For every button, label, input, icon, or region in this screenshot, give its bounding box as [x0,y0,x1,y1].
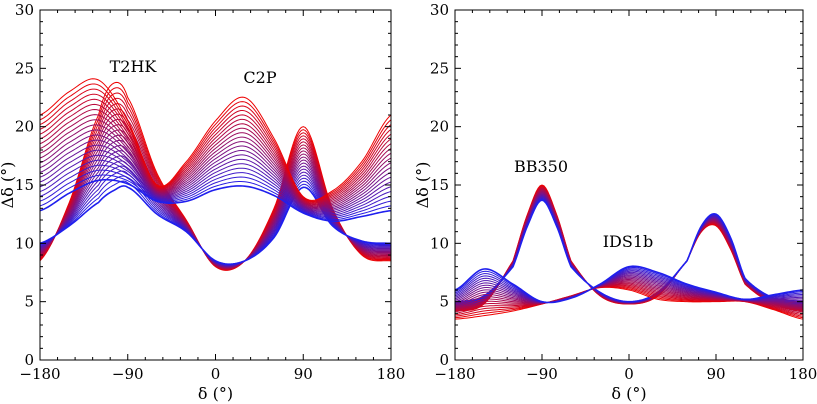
x-axis-label: δ (°) [198,384,233,403]
y-tick-label: 15 [430,176,449,194]
x-tick-label: 0 [624,365,634,383]
y-tick-label: 10 [430,234,449,252]
series-line-C2P-15 [40,154,391,215]
series-line-C2P-2 [40,88,391,203]
annotation-bb350: BB350 [514,157,568,176]
y-tick-label: 0 [439,351,449,369]
curve-group [455,184,803,320]
series-line-C2P-9 [40,124,391,209]
x-tick-label: 180 [377,365,406,383]
series-line-C2P-16 [40,159,391,216]
series-line-C2P-17 [40,164,391,218]
y-tick-label: 30 [15,1,34,19]
annotation-c2p: C2P [243,68,276,87]
y-tick-label: 5 [24,293,34,311]
y-tick-label: 20 [15,118,34,136]
series-line-IDS1b-20 [455,265,803,304]
series-line-C2P-4 [40,98,391,205]
y-tick-label: 25 [430,59,449,77]
y-tick-label: 0 [24,351,34,369]
y-axis-label: Δδ (°) [413,162,432,209]
y-tick-label: 15 [15,176,34,194]
series-line-T2HK-20 [40,185,391,265]
x-tick-label: −180 [19,365,60,383]
series-line-C2P-19 [40,174,391,221]
series-line-C2P-3 [40,93,391,204]
series-line-C2P-10 [40,129,391,210]
y-tick-label: 20 [430,118,449,136]
x-tick-label: 90 [294,365,313,383]
x-tick-label: −90 [526,365,558,383]
x-tick-label: 90 [706,365,725,383]
series-line-C2P-14 [40,149,391,214]
x-tick-label: −90 [112,365,144,383]
series-line-C2P-7 [40,114,391,207]
series-line-C2P-11 [40,134,391,211]
series-line-C2P-20 [40,178,391,223]
x-axis-label: δ (°) [611,384,646,403]
x-tick-label: 180 [789,365,817,383]
plot-frame [39,9,392,361]
series-line-C2P-8 [40,119,391,208]
series-line-C2P-12 [40,139,391,212]
curve-group [40,78,391,271]
series-line-C2P-0 [40,78,391,201]
series-line-BB350-20 [455,199,803,303]
x-tick-label: 0 [211,365,221,383]
y-tick-label: 5 [439,293,449,311]
annotation-t2hk: T2HK [110,57,158,76]
series-line-C2P-13 [40,144,391,213]
annotation-ids1b: IDS1b [603,232,654,251]
x-tick-label: −180 [434,365,475,383]
left-panel: 0 5 10 15 20 25 30 −180 −90 0 90 180 δ (°) Δδ (°) T2HK… [0,1,405,403]
series-line-C2P-5 [40,103,391,205]
series-line-C2P-6 [40,109,391,206]
series-line-C2P-1 [40,83,391,202]
right-panel: 0 5 10 15 20 25 30 −180 −90 0 90 180 δ (°) Δδ (°) BB35… [413,1,817,403]
y-tick-label: 30 [430,1,449,19]
y-axis-label: Δδ (°) [0,162,17,209]
series-line-C2P-18 [40,169,391,219]
y-tick-label: 25 [15,59,34,77]
y-tick-label: 10 [15,234,34,252]
